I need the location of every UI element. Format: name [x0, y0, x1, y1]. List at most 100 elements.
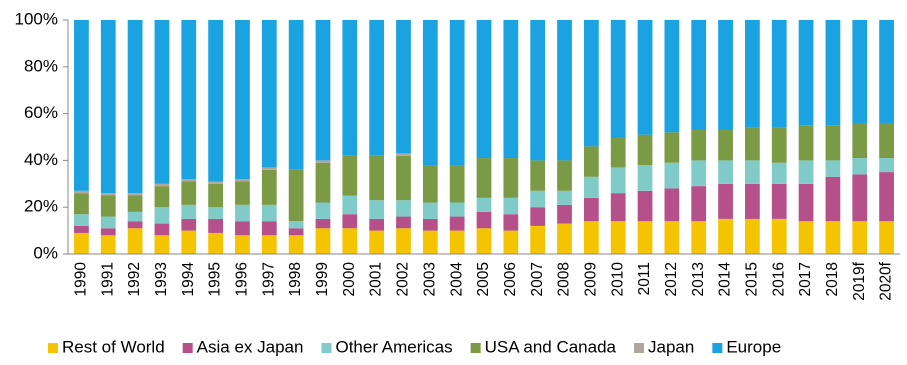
x-tick-label: 2015: [743, 262, 760, 296]
bar-segment: [154, 186, 170, 208]
bar-segment: [449, 230, 465, 254]
bar-segment: [476, 158, 492, 198]
bar-segment: [369, 218, 385, 231]
x-tick-label: 2009: [582, 262, 599, 296]
y-tick-label: 0%: [33, 243, 58, 262]
bar-segment: [825, 160, 841, 177]
bar-segment: [422, 230, 438, 254]
x-tick-label: 2004: [448, 262, 465, 297]
x-tick-label: 2010: [609, 262, 626, 297]
x-tick-label: 2020f: [878, 261, 895, 300]
bar-segment: [745, 160, 760, 184]
bar-segment: [100, 228, 116, 236]
bar-segment: [422, 202, 438, 219]
bar-segment: [261, 20, 277, 168]
bar-segment: [852, 174, 868, 222]
bar-segment: [74, 214, 89, 226]
bar-segment: [288, 221, 304, 229]
bar-segment: [530, 207, 546, 226]
bar-segment: [637, 221, 653, 254]
bar-segment: [235, 179, 250, 182]
x-tick-label: 2016: [770, 262, 787, 296]
bar-segment: [503, 230, 519, 254]
bar-segment: [557, 160, 572, 191]
bar-segment: [852, 221, 868, 254]
bar-segment: [342, 228, 358, 254]
bar-segment: [208, 207, 223, 219]
bar-segment: [825, 125, 841, 161]
bar-segment: [100, 20, 116, 194]
bar-segment: [745, 20, 760, 128]
bar-segment: [879, 221, 894, 254]
bar-segment: [664, 20, 680, 133]
legend-swatch: [634, 343, 645, 353]
bar-segment: [557, 223, 572, 254]
bar-segment: [583, 146, 599, 177]
bar-segment: [261, 167, 277, 170]
bar-segment: [798, 221, 814, 254]
y-tick-label: 60%: [24, 103, 58, 122]
bar-segment: [476, 20, 492, 159]
bar-segment: [476, 228, 492, 254]
bar-segment: [449, 216, 465, 231]
bar-segment: [637, 190, 653, 222]
bar-segment: [235, 221, 250, 236]
bar-segment: [288, 169, 304, 222]
bar-segment: [74, 193, 89, 215]
bar-segment: [718, 20, 733, 130]
legend-swatch: [321, 343, 332, 353]
bar-segment: [181, 218, 197, 231]
bar-segment: [154, 207, 170, 224]
bar-segment: [691, 129, 707, 161]
legend-swatch: [470, 343, 481, 353]
bar-segment: [637, 165, 653, 191]
bar-segment: [396, 20, 411, 154]
bar-segment: [208, 183, 223, 208]
bar-segment: [288, 235, 304, 254]
bar-segment: [583, 20, 599, 147]
bar-segment: [610, 221, 626, 254]
bar-segment: [396, 216, 411, 229]
bar-segment: [127, 20, 143, 194]
bar-segment: [288, 228, 304, 236]
bar-segment: [664, 162, 680, 189]
bar-segment: [825, 20, 841, 126]
bar-segment: [745, 183, 760, 219]
bar-segment: [74, 225, 89, 233]
bar-segment: [181, 181, 197, 205]
bar-segment: [315, 202, 331, 219]
bar-segment: [771, 183, 787, 219]
bar-segment: [181, 204, 197, 219]
bar-segment: [852, 20, 868, 123]
legend-swatch: [182, 343, 193, 353]
bar-segment: [154, 223, 170, 236]
bar-segment: [825, 221, 841, 254]
bar-segment: [74, 20, 89, 191]
bar-segment: [503, 20, 519, 159]
bar-segment: [261, 169, 277, 205]
bar-segment: [583, 197, 599, 222]
bar-segment: [422, 218, 438, 231]
x-tick-label: 2017: [797, 262, 814, 296]
bar-segment: [100, 216, 116, 229]
x-tick-label: 1995: [207, 262, 224, 296]
x-tick-label: 2008: [556, 262, 573, 296]
bar-segment: [100, 235, 116, 254]
bar-segment: [476, 211, 492, 229]
x-tick-label: 1991: [99, 262, 116, 296]
bar-segment: [583, 176, 599, 198]
bar-segment: [798, 20, 814, 126]
bar-segment: [342, 20, 358, 156]
bar-segment: [530, 20, 546, 161]
bar-segment: [610, 193, 626, 222]
bar-segment: [503, 158, 519, 198]
bar-segment: [315, 20, 331, 161]
bar-segment: [422, 165, 438, 203]
x-tick-label: 1998: [287, 262, 304, 296]
bar-segment: [342, 155, 358, 196]
bar-segment: [315, 162, 331, 203]
bar-segment: [288, 20, 304, 170]
bar-segment: [449, 20, 465, 166]
bar-segment: [127, 211, 143, 222]
